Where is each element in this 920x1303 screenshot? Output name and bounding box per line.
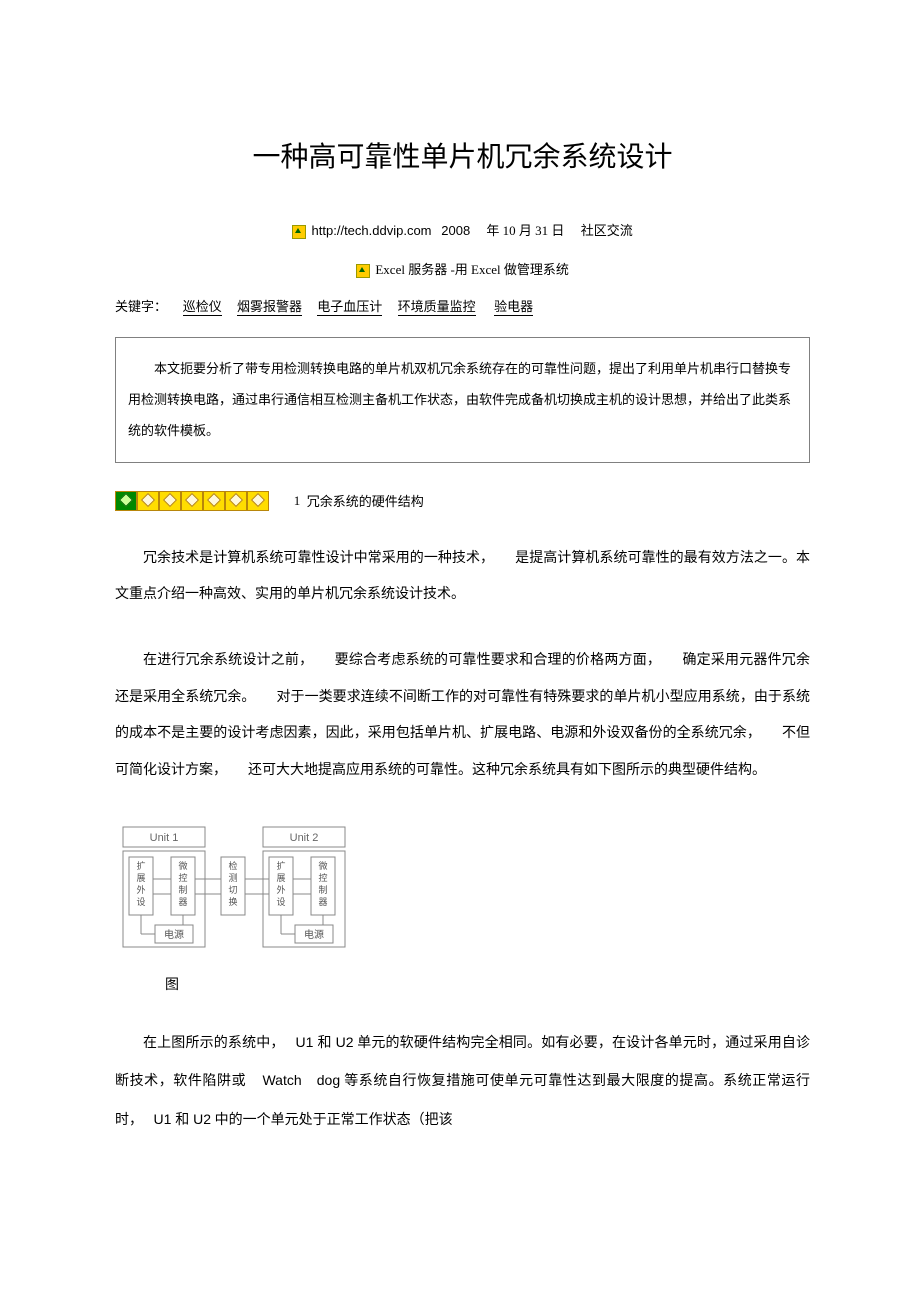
- deco-icon: [115, 491, 137, 511]
- excel-icon: [356, 264, 370, 278]
- deco-icon: [159, 491, 181, 511]
- svg-text:电源: 电源: [164, 928, 184, 941]
- svg-text:设: 设: [136, 897, 145, 907]
- community-label: 社区交流: [581, 223, 633, 238]
- section-title: 冗余系统的硬件结构: [307, 491, 424, 510]
- svg-text:微: 微: [318, 860, 327, 871]
- svg-text:微: 微: [178, 860, 187, 871]
- hardware-diagram: Unit 1 Unit 2 扩 展 外 设 微 控 制 器 检 测 切 换: [115, 819, 355, 949]
- page-title: 一种高可靠性单片机冗余系统设计: [115, 135, 810, 175]
- year: 2008: [441, 223, 470, 238]
- keyword-link[interactable]: 环境质量监控: [398, 299, 476, 316]
- svg-text:扩: 扩: [276, 860, 285, 871]
- keyword-link[interactable]: 烟雾报警器: [237, 299, 302, 316]
- svg-text:设: 设: [276, 897, 285, 907]
- paragraph-1: 冗余技术是计算机系统可靠性设计中常采用的一种技术， 是提高计算机系统可靠性的最有…: [115, 541, 810, 614]
- svg-text:外: 外: [276, 884, 285, 895]
- keywords-label: 关键字：: [115, 299, 167, 314]
- svg-text:检: 检: [228, 860, 237, 871]
- svg-text:展: 展: [276, 873, 285, 883]
- meta-line: http://tech.ddvip.com 2008 年 10 月 31 日 社…: [115, 220, 810, 239]
- deco-icon: [181, 491, 203, 511]
- paragraph-2: 在进行冗余系统设计之前， 要综合考虑系统的可靠性要求和合理的价格两方面， 确定采…: [115, 643, 810, 789]
- paragraph-3: 在上图所示的系统中， U1 和 U2 单元的软硬件结构完全相同。如有必要，在设计…: [115, 1024, 810, 1139]
- site-url: http://tech.ddvip.com: [312, 223, 432, 238]
- svg-text:器: 器: [318, 897, 327, 907]
- deco-icon: [203, 491, 225, 511]
- keyword-link[interactable]: 验电器: [494, 299, 533, 316]
- keyword-link[interactable]: 巡检仪: [183, 299, 222, 316]
- unit1-label: Unit 1: [150, 832, 179, 844]
- abstract-box: 本文扼要分析了带专用检测转换电路的单片机双机冗余系统存在的可靠性问题，提出了利用…: [115, 337, 810, 463]
- svg-text:外: 外: [136, 884, 145, 895]
- keywords-line: 关键字： 巡检仪 烟雾报警器 电子血压计 环境质量监控 验电器: [115, 296, 810, 315]
- date-suffix: 年 10 月 31 日: [486, 223, 564, 238]
- excel-text: Excel 服务器 -用 Excel 做管理系统: [375, 262, 569, 277]
- svg-text:制: 制: [178, 884, 187, 895]
- decorative-icons: [115, 491, 269, 511]
- svg-text:电源: 电源: [304, 928, 324, 941]
- svg-text:控: 控: [318, 872, 327, 883]
- section-header: 1 冗余系统的硬件结构: [115, 491, 810, 511]
- svg-text:制: 制: [318, 884, 327, 895]
- svg-text:控: 控: [178, 872, 187, 883]
- figure-label: 图: [165, 974, 810, 994]
- svg-text:展: 展: [136, 873, 145, 883]
- svg-text:测: 测: [228, 873, 237, 883]
- deco-icon: [137, 491, 159, 511]
- section-number: 1: [294, 493, 301, 509]
- site-icon: [292, 225, 306, 239]
- svg-text:切: 切: [228, 885, 237, 895]
- deco-icon: [247, 491, 269, 511]
- unit2-label: Unit 2: [290, 832, 319, 844]
- deco-icon: [225, 491, 247, 511]
- keyword-link[interactable]: 电子血压计: [317, 299, 382, 316]
- abstract-text: 本文扼要分析了带专用检测转换电路的单片机双机冗余系统存在的可靠性问题，提出了利用…: [128, 361, 791, 438]
- svg-text:扩: 扩: [136, 860, 145, 871]
- svg-text:器: 器: [178, 897, 187, 907]
- diagram-container: Unit 1 Unit 2 扩 展 外 设 微 控 制 器 检 测 切 换: [115, 819, 810, 954]
- meta-line-2: Excel 服务器 -用 Excel 做管理系统: [115, 259, 810, 278]
- svg-text:换: 换: [228, 896, 237, 907]
